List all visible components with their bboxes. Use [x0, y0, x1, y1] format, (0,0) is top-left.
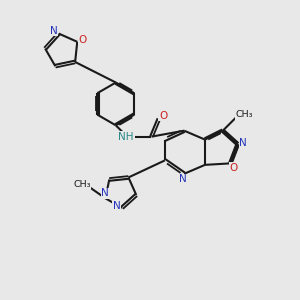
Text: NH: NH: [118, 132, 134, 142]
Text: O: O: [78, 35, 86, 45]
Text: CH₃: CH₃: [236, 110, 253, 119]
Text: N: N: [113, 201, 121, 212]
Text: O: O: [159, 111, 167, 121]
Text: O: O: [230, 163, 238, 173]
Text: N: N: [179, 174, 187, 184]
Text: N: N: [50, 26, 58, 36]
Text: CH₃: CH₃: [74, 180, 91, 189]
Text: N: N: [239, 138, 247, 148]
Text: N: N: [101, 188, 109, 198]
